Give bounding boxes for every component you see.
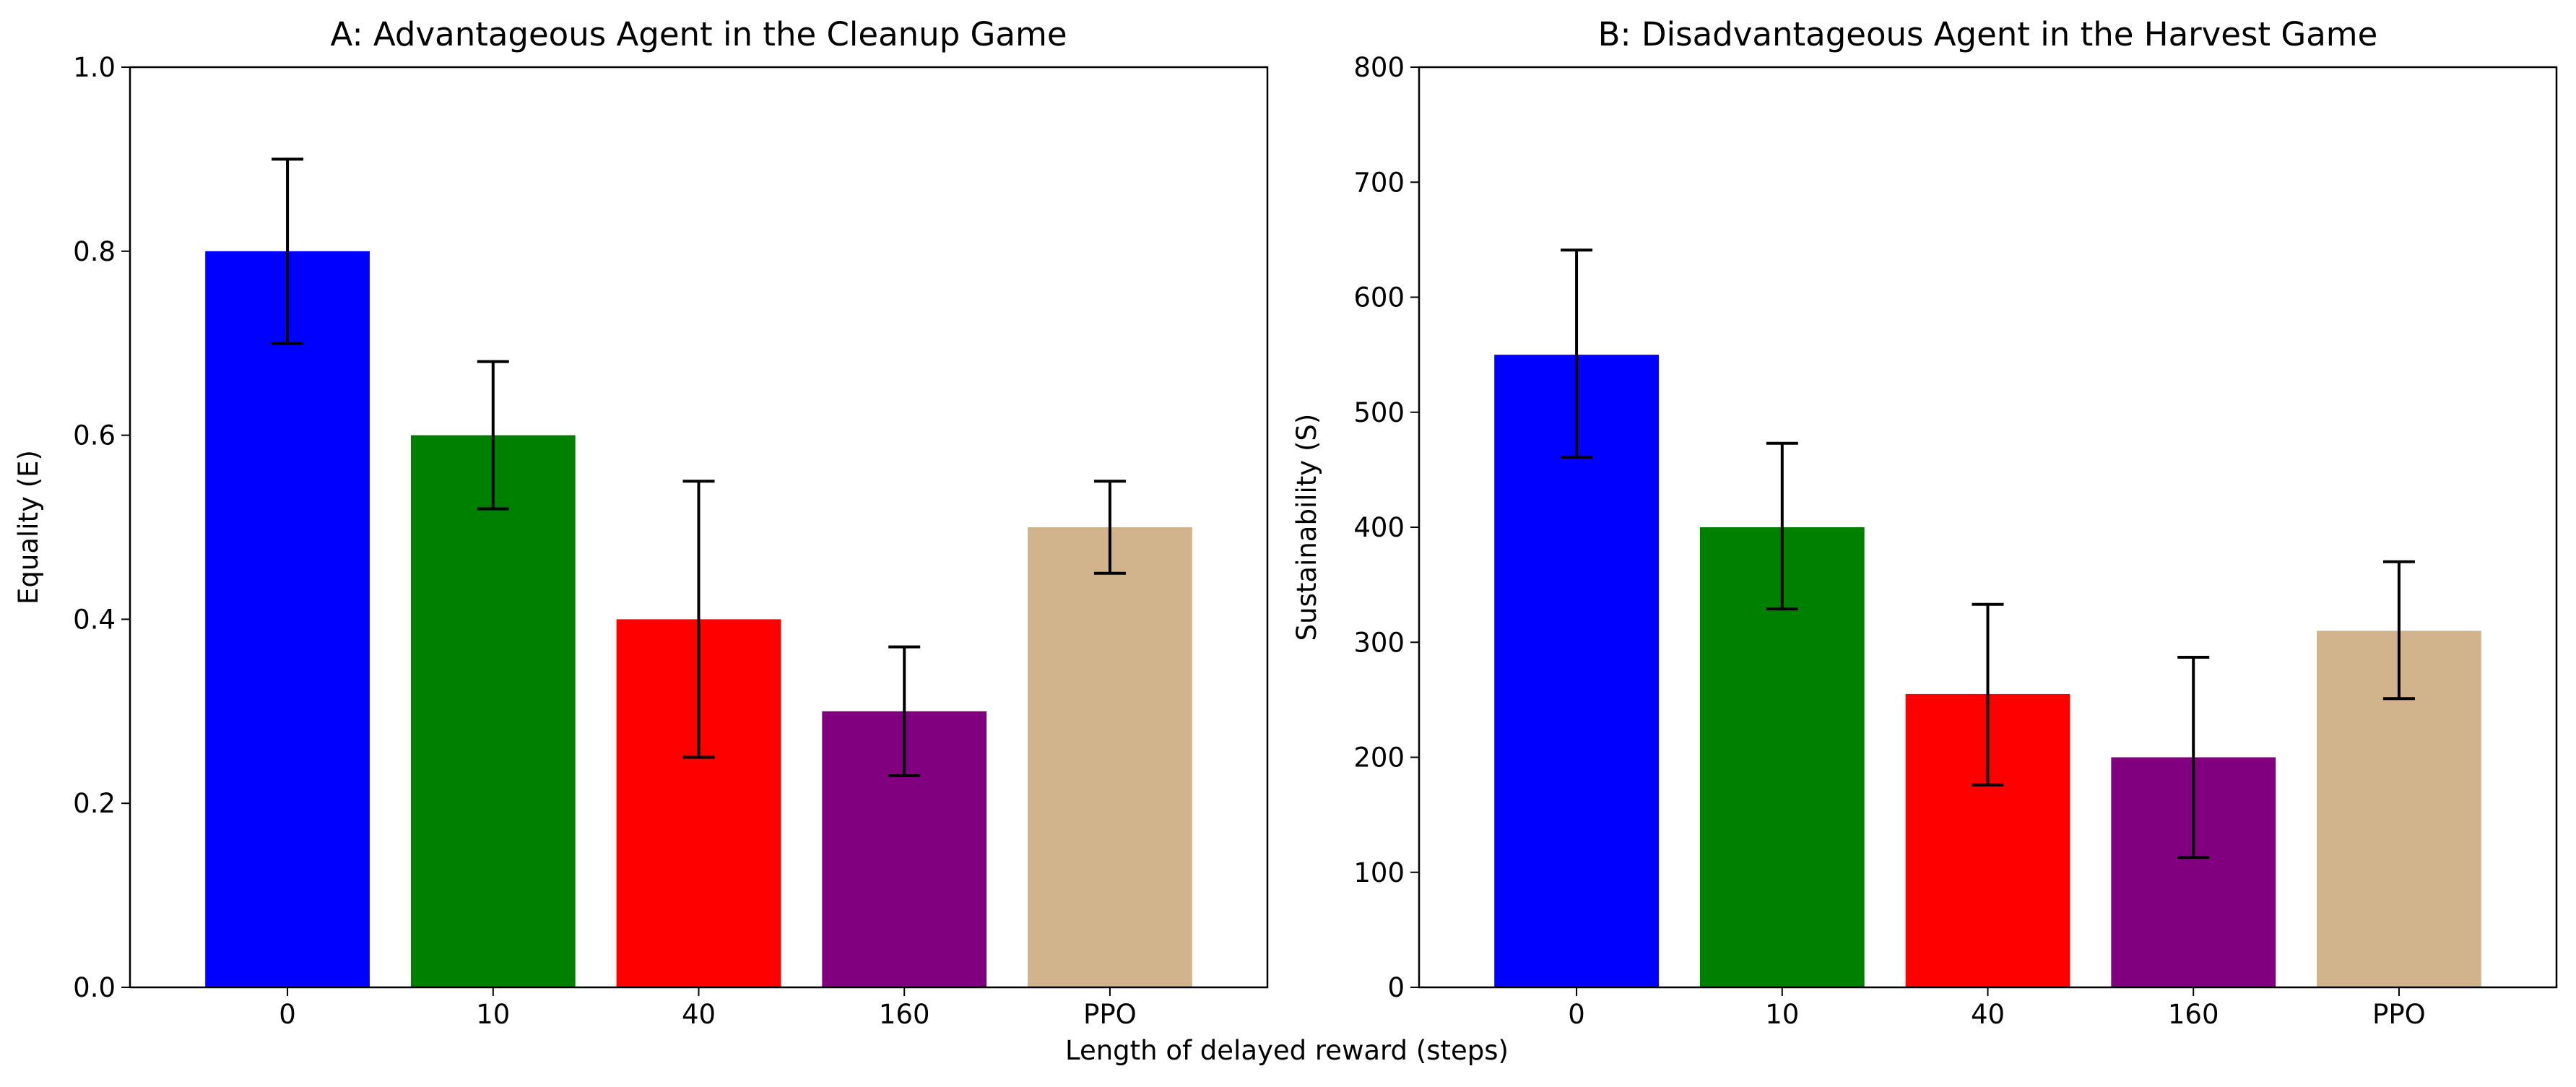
chart-title: A: Advantageous Agent in the Cleanup Gam… [330, 15, 1067, 53]
y-tick-label: 0.2 [73, 788, 116, 819]
y-tick-label: 0.6 [73, 420, 116, 451]
y-tick-label: 500 [1353, 397, 1405, 428]
y-tick-label: 0.0 [73, 972, 116, 1003]
chart-title: B: Disadvantageous Agent in the Harvest … [1598, 15, 2378, 53]
bar [1028, 527, 1192, 987]
y-tick-label: 1.0 [73, 52, 116, 83]
x-tick-label: 10 [1765, 999, 1799, 1030]
x-tick-label: 40 [1971, 999, 2005, 1030]
x-tick-label: 40 [682, 999, 716, 1030]
y-tick-label: 700 [1353, 167, 1405, 198]
chart-b-sustainability: 0 100 200 300 400 500 600 700 800 0 10 40 160 PPO B: D… [1291, 15, 2558, 1030]
y-tick-label: 0 [1387, 972, 1405, 1003]
y-tick-label: 600 [1353, 282, 1405, 313]
x-tick-label: 0 [279, 999, 296, 1030]
x-tick-label: 160 [879, 999, 930, 1030]
y-tick-label: 300 [1353, 627, 1405, 658]
y-tick-label: 0.4 [73, 604, 116, 635]
x-tick-label: PPO [2372, 999, 2426, 1030]
y-tick-label: 100 [1353, 857, 1405, 888]
shared-x-axis-label: Length of delayed reward (steps) [1065, 1035, 1509, 1066]
y-axis-label: Sustainability (S) [1291, 414, 1322, 641]
bar [410, 435, 576, 987]
axes-frame [1418, 66, 2558, 989]
x-tick-label: PPO [1083, 999, 1137, 1030]
bar [205, 251, 370, 987]
x-tick-label: 0 [1568, 999, 1585, 1030]
y-tick-label: 200 [1353, 742, 1405, 774]
y-tick-label: 800 [1353, 52, 1405, 83]
x-tick-label: 10 [476, 999, 510, 1030]
y-axis-label: Equality (E) [13, 450, 44, 605]
x-tick-label: 160 [2168, 999, 2219, 1030]
axes-frame [129, 66, 1269, 989]
bar [1494, 355, 1659, 987]
chart-a-equality: 0.0 0.2 0.4 0.6 0.8 1.0 0 10 40 160 PPO A: Advantag… [13, 15, 1269, 1030]
y-tick-label: 0.8 [73, 236, 116, 267]
y-tick-label: 400 [1353, 512, 1405, 543]
